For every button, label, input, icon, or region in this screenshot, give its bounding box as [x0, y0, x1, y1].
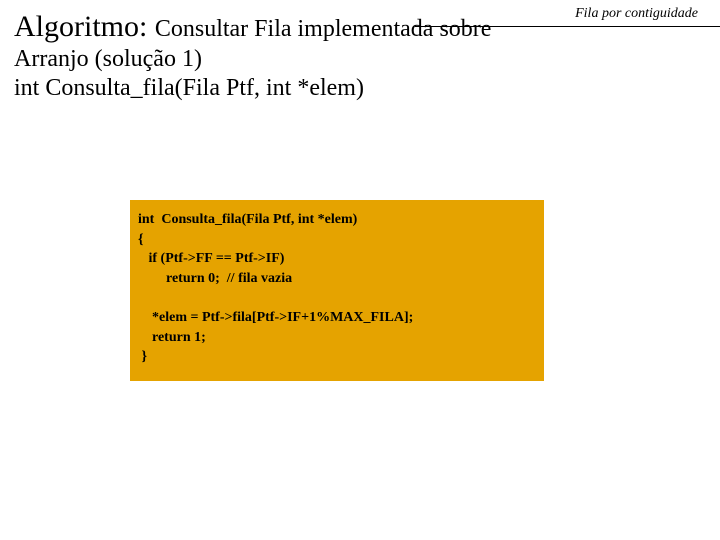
slide: Fila por contiguidade Algoritmo: Consult… — [0, 0, 720, 540]
title-line3: int Consulta_fila(Fila Ptf, int *elem) — [14, 75, 700, 102]
title-rest: Consultar Fila implementada sobre — [155, 16, 492, 42]
code-line: *elem = Ptf->fila[Ptf->IF+1%MAX_FILA]; — [138, 308, 536, 328]
code-line: { — [138, 230, 536, 250]
code-box: int Consulta_fila(Fila Ptf, int *elem){ … — [130, 200, 544, 381]
code-line — [138, 288, 536, 308]
title-block: Algoritmo: Consultar Fila implementada s… — [14, 10, 700, 102]
code-line: return 0; // fila vazia — [138, 269, 536, 289]
title-line2: Arranjo (solução 1) — [14, 46, 700, 73]
code-line: if (Ptf->FF == Ptf->IF) — [138, 249, 536, 269]
title-lead: Algoritmo: — [14, 10, 155, 43]
title-line1: Algoritmo: Consultar Fila implementada s… — [14, 10, 700, 44]
code-line: return 1; — [138, 328, 536, 348]
code-line: int Consulta_fila(Fila Ptf, int *elem) — [138, 210, 536, 230]
code-line: } — [138, 347, 536, 367]
